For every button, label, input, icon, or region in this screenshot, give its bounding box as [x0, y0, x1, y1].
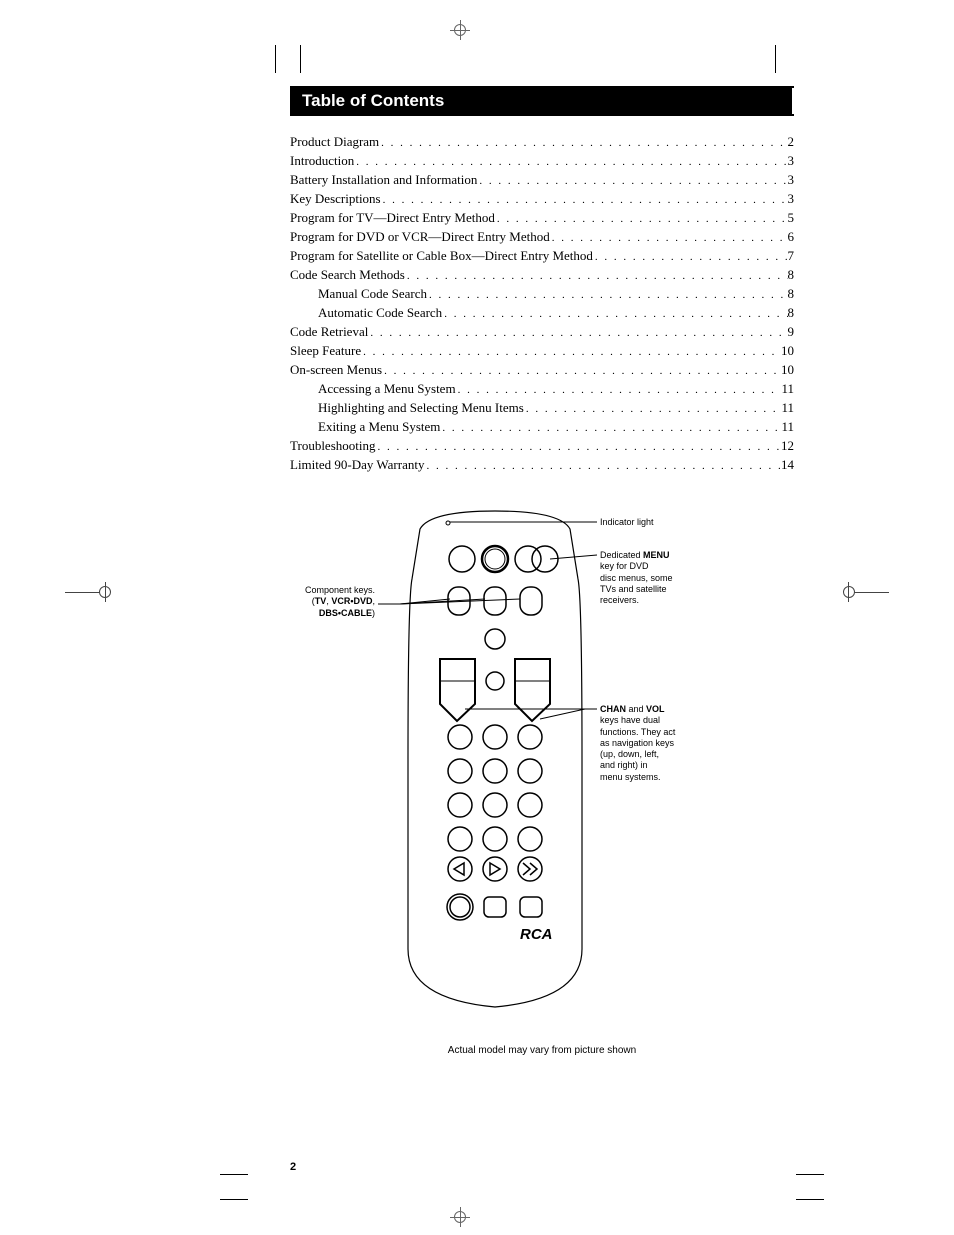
- toc-row: Code Search Methods 8: [290, 265, 794, 284]
- toc-row: Sleep Feature 10: [290, 341, 794, 360]
- toc-label: Key Descriptions: [290, 192, 381, 206]
- toc-page: 2: [788, 135, 795, 149]
- toc-leader-dots: [361, 344, 781, 358]
- toc-leader-dots: [524, 401, 782, 415]
- toc-row: Troubleshooting 12: [290, 436, 794, 455]
- toc-page: 3: [788, 154, 795, 168]
- toc-label: Program for DVD or VCR—Direct Entry Meth…: [290, 230, 550, 244]
- toc-page: 12: [781, 439, 794, 453]
- toc-row: Battery Installation and Information 3: [290, 170, 794, 189]
- toc-label: Program for TV—Direct Entry Method: [290, 211, 495, 225]
- page-number: 2: [290, 1161, 296, 1173]
- toc-page: 3: [788, 173, 795, 187]
- toc-page: 14: [781, 458, 794, 472]
- toc-label: Automatic Code Search: [318, 306, 442, 320]
- toc-leader-dots: [456, 382, 782, 396]
- toc-label: Program for Satellite or Cable Box—Direc…: [290, 249, 593, 263]
- toc-row: Program for Satellite or Cable Box—Direc…: [290, 246, 794, 265]
- toc-label: Troubleshooting: [290, 439, 375, 453]
- toc-page: 11: [781, 401, 794, 415]
- toc-label: Manual Code Search: [318, 287, 427, 301]
- toc-page: 8: [788, 268, 795, 282]
- table-of-contents: Product Diagram 2Introduction 3Battery I…: [290, 132, 794, 474]
- toc-leader-dots: [442, 306, 787, 320]
- trim-mark: [220, 1199, 248, 1200]
- toc-row: Code Retrieval 9: [290, 322, 794, 341]
- toc-leader-dots: [354, 154, 787, 168]
- toc-leader-dots: [405, 268, 788, 282]
- toc-page: 9: [788, 325, 795, 339]
- toc-page: 7: [788, 249, 795, 263]
- toc-page: 5: [788, 211, 795, 225]
- toc-row: Manual Code Search 8: [290, 284, 794, 303]
- toc-leader-dots: [427, 287, 787, 301]
- toc-row: Highlighting and Selecting Menu Items 11: [290, 398, 794, 417]
- toc-label: Accessing a Menu System: [318, 382, 456, 396]
- toc-label: Sleep Feature: [290, 344, 361, 358]
- toc-page: 8: [788, 306, 795, 320]
- toc-leader-dots: [381, 192, 788, 206]
- toc-label: Product Diagram: [290, 135, 379, 149]
- toc-label: Limited 90-Day Warranty: [290, 458, 424, 472]
- toc-label: Introduction: [290, 154, 354, 168]
- leader-lines: [290, 509, 710, 1009]
- toc-row: Introduction 3: [290, 151, 794, 170]
- toc-page: 6: [788, 230, 795, 244]
- trim-mark: [220, 1174, 248, 1175]
- toc-page: 8: [788, 287, 795, 301]
- toc-page: 11: [781, 420, 794, 434]
- trim-mark: [796, 1174, 824, 1175]
- toc-row: Program for DVD or VCR—Direct Entry Meth…: [290, 227, 794, 246]
- toc-page: 10: [781, 344, 794, 358]
- toc-label: Code Retrieval: [290, 325, 368, 339]
- toc-leader-dots: [379, 135, 787, 149]
- toc-label: Battery Installation and Information: [290, 173, 477, 187]
- toc-leader-dots: [550, 230, 788, 244]
- toc-label: On-screen Menus: [290, 363, 382, 377]
- crop-mark: [450, 1207, 470, 1227]
- toc-row: Accessing a Menu System 11: [290, 379, 794, 398]
- toc-label: Code Search Methods: [290, 268, 405, 282]
- toc-leader-dots: [368, 325, 787, 339]
- toc-leader-dots: [375, 439, 781, 453]
- toc-row: Exiting a Menu System 11: [290, 417, 794, 436]
- section-header: Table of Contents: [290, 86, 794, 116]
- toc-leader-dots: [424, 458, 781, 472]
- trim-mark: [796, 1199, 824, 1200]
- toc-row: Key Descriptions 3: [290, 189, 794, 208]
- toc-leader-dots: [593, 249, 788, 263]
- toc-row: Program for TV—Direct Entry Method 5: [290, 208, 794, 227]
- toc-leader-dots: [440, 420, 781, 434]
- page-content: Table of Contents Product Diagram 2Intro…: [0, 0, 954, 1094]
- toc-row: Limited 90-Day Warranty 14: [290, 455, 794, 474]
- diagram-caption: Actual model may vary from picture shown: [290, 1045, 794, 1056]
- toc-leader-dots: [382, 363, 781, 377]
- section-title: Table of Contents: [302, 91, 444, 110]
- toc-row: Product Diagram 2: [290, 132, 794, 151]
- toc-page: 11: [781, 382, 794, 396]
- toc-row: Automatic Code Search 8: [290, 303, 794, 322]
- toc-leader-dots: [477, 173, 787, 187]
- toc-page: 3: [788, 192, 795, 206]
- toc-leader-dots: [495, 211, 788, 225]
- product-diagram: Component keys.(TV, VCR•DVD,DBS•CABLE) I…: [290, 509, 794, 1054]
- toc-label: Highlighting and Selecting Menu Items: [318, 401, 524, 415]
- toc-label: Exiting a Menu System: [318, 420, 440, 434]
- toc-row: On-screen Menus 10: [290, 360, 794, 379]
- toc-page: 10: [781, 363, 794, 377]
